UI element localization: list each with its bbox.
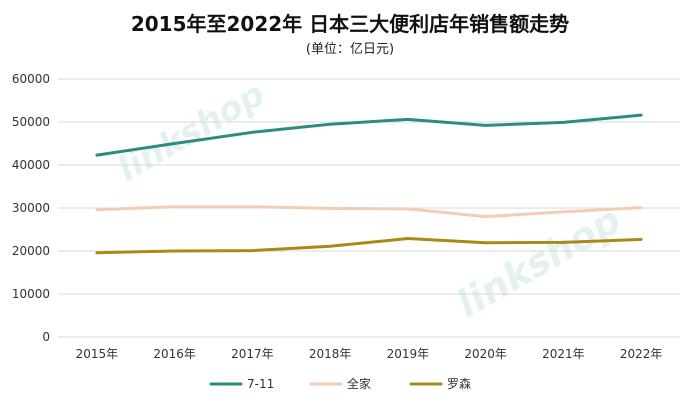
series-line-1: [95, 205, 643, 219]
x-tick-label-5: 2020年: [464, 347, 507, 361]
y-tick-label-30000: 30000: [12, 201, 50, 215]
y-tick-label-20000: 20000: [12, 244, 50, 258]
legend-label-2: 罗森: [447, 376, 471, 391]
y-tick-label-40000: 40000: [12, 158, 50, 172]
y-tick-label-50000: 50000: [12, 115, 50, 129]
y-tick-label-0: 0: [42, 330, 50, 344]
chart-subtitle: (单位：亿日元): [305, 42, 395, 57]
x-tick-label-4: 2019年: [387, 347, 430, 361]
x-tick-label-0: 2015年: [76, 347, 119, 361]
x-tick-label-3: 2018年: [309, 347, 352, 361]
x-tick-label-6: 2021年: [542, 347, 585, 361]
series-line-0: [95, 113, 643, 157]
y-tick-label-10000: 10000: [12, 287, 50, 301]
x-tick-label-2: 2017年: [231, 347, 274, 361]
y-tick-label-60000: 60000: [12, 72, 50, 86]
legend-label-1: 全家: [347, 376, 371, 391]
x-tick-label-7: 2022年: [620, 347, 663, 361]
x-tick-label-1: 2016年: [153, 347, 196, 361]
series-line-2: [95, 237, 643, 255]
legend-label-0: 7-11: [247, 377, 274, 391]
chart-title: 2015年至2022年 日本三大便利店年销售额走势: [130, 12, 570, 36]
